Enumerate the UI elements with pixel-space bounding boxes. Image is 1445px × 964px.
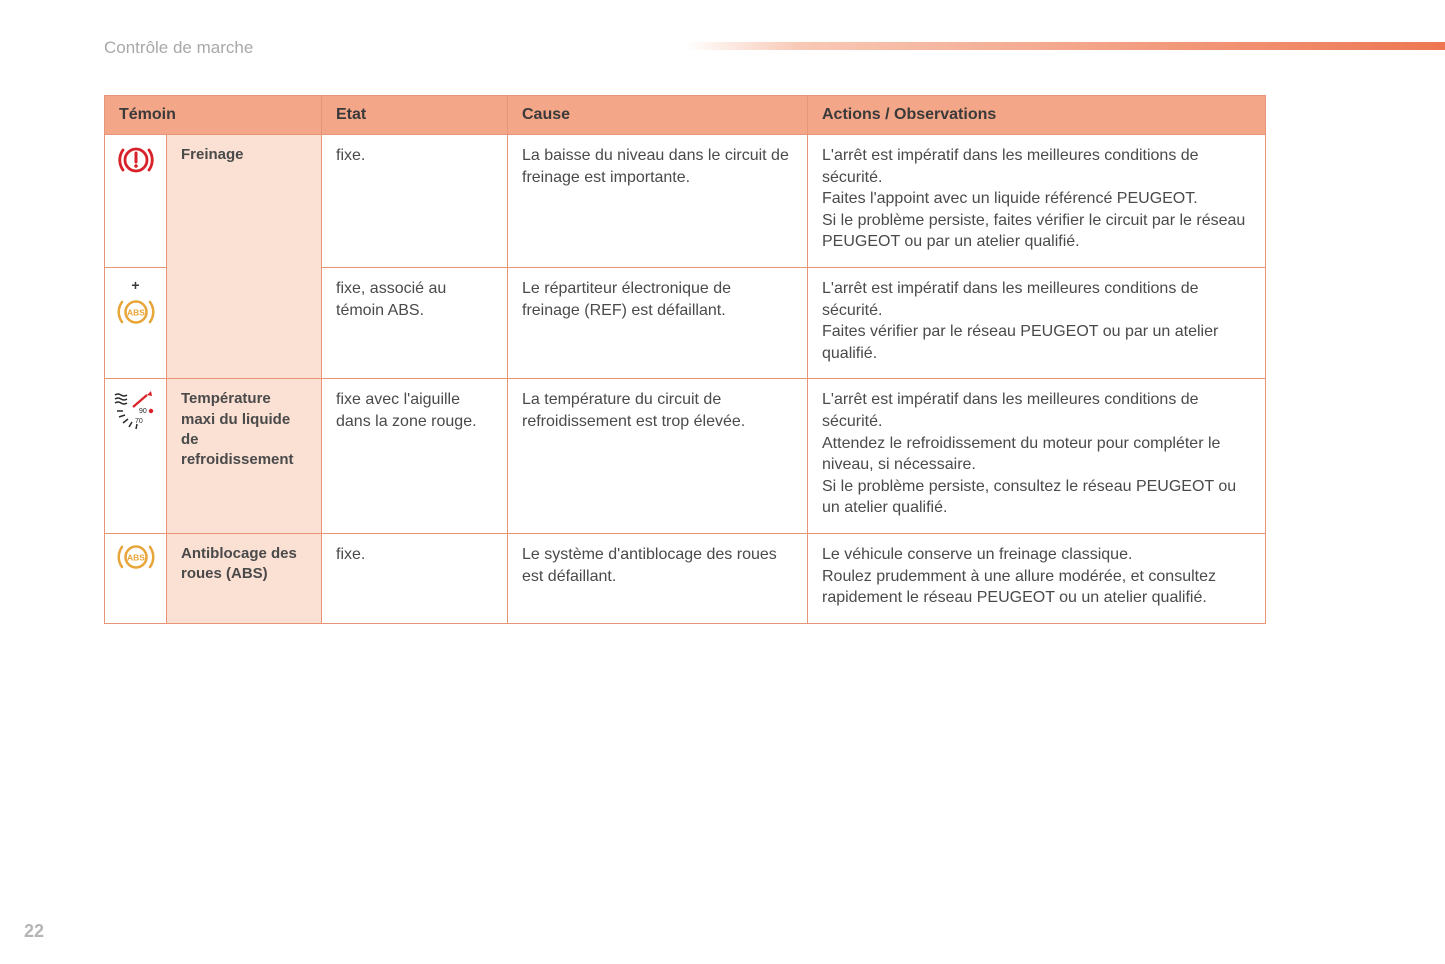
svg-text:ABS: ABS	[127, 552, 145, 562]
header-temoin: Témoin	[105, 96, 322, 135]
plus-sign: +	[109, 276, 162, 295]
name-cell: Antiblocage des roues (ABS)	[167, 533, 322, 623]
icon-cell-temp: 90 70	[105, 379, 167, 534]
state-cell: fixe.	[322, 533, 508, 623]
state-cell: fixe avec l'aiguille dans la zone rouge.	[322, 379, 508, 534]
abs-warning-icon: ABS	[113, 542, 159, 572]
top-gradient-bar	[685, 42, 1445, 50]
table-header-row: Témoin Etat Cause Actions / Observations	[105, 96, 1266, 135]
name-cell: Freinage	[167, 135, 322, 379]
cause-cell: Le répartiteur électronique de freinage …	[508, 267, 808, 378]
action-cell: L'arrêt est impératif dans les meilleure…	[808, 379, 1266, 534]
action-cell: L'arrêt est impératif dans les meilleure…	[808, 267, 1266, 378]
svg-text:70: 70	[135, 418, 143, 425]
brake-warning-icon	[114, 143, 158, 177]
state-cell: fixe.	[322, 135, 508, 268]
header-actions: Actions / Observations	[808, 96, 1266, 135]
cause-cell: Le système d'antiblocage des roues est d…	[508, 533, 808, 623]
icon-cell-abs: ABS	[105, 533, 167, 623]
abs-warning-icon: ABS	[113, 297, 159, 327]
name-cell: Température maxi du liquide de refroidis…	[167, 379, 322, 534]
cause-cell: La baisse du niveau dans le circuit de f…	[508, 135, 808, 268]
action-cell: Le véhicule conserve un freinage classiq…	[808, 533, 1266, 623]
svg-text:90: 90	[139, 408, 147, 415]
icon-cell-brake	[105, 135, 167, 268]
icon-cell-abs-plus: + ABS	[105, 267, 167, 378]
table-row: 90 70 Température maxi du liquide de ref…	[105, 379, 1266, 534]
cause-cell: La température du circuit de refroidisse…	[508, 379, 808, 534]
svg-text:ABS: ABS	[127, 307, 145, 317]
section-title: Contrôle de marche	[104, 38, 253, 58]
header-cause: Cause	[508, 96, 808, 135]
temperature-gauge-icon: 90 70	[111, 387, 161, 435]
page-number: 22	[24, 921, 44, 942]
state-cell: fixe, associé au témoin ABS.	[322, 267, 508, 378]
table-row: Freinage fixe. La baisse du niveau dans …	[105, 135, 1266, 268]
table-row: ABS Antiblocage des roues (ABS) fixe. Le…	[105, 533, 1266, 623]
action-cell: L'arrêt est impératif dans les meilleure…	[808, 135, 1266, 268]
header-etat: Etat	[322, 96, 508, 135]
warning-lights-table: Témoin Etat Cause Actions / Observations…	[104, 95, 1266, 624]
